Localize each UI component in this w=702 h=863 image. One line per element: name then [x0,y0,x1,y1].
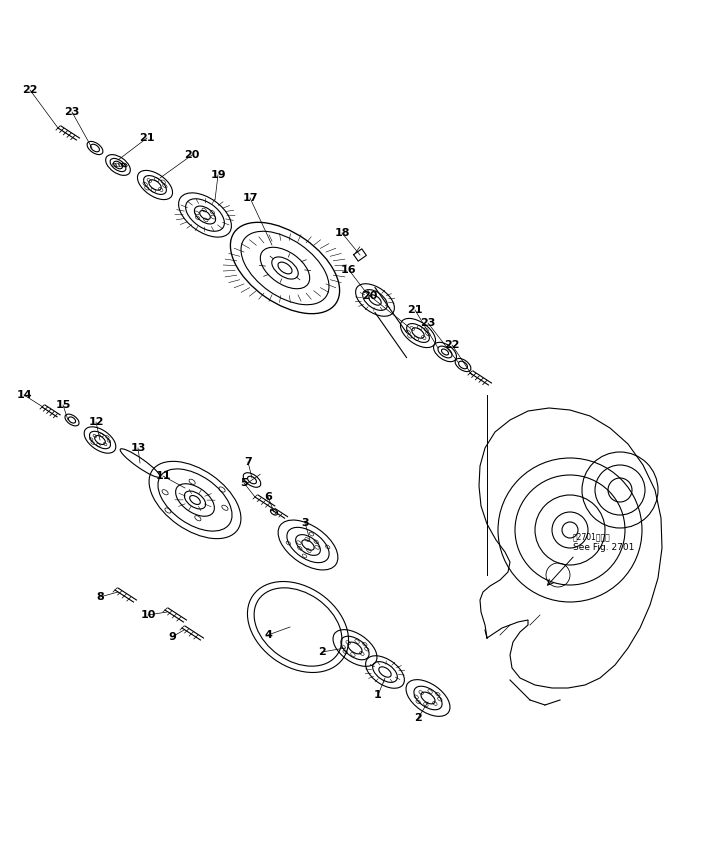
Text: 1: 1 [374,690,382,700]
Text: 7: 7 [244,457,252,467]
Text: 8: 8 [96,592,104,602]
Text: 9: 9 [168,632,176,642]
Text: 12: 12 [88,417,104,427]
Text: 16: 16 [341,265,357,275]
Text: 20: 20 [185,150,199,160]
Text: 2: 2 [318,647,326,657]
Text: 3: 3 [301,518,309,528]
Text: 18: 18 [334,228,350,238]
Text: 23: 23 [65,107,80,117]
Text: 11: 11 [155,471,171,481]
Text: 17: 17 [242,193,258,203]
Text: 21: 21 [407,305,423,315]
Text: 10: 10 [140,610,156,620]
Text: 22: 22 [444,340,460,350]
Text: 2: 2 [414,713,422,723]
Text: 第2701図参照: 第2701図参照 [573,532,611,541]
Text: 5: 5 [240,478,248,488]
Text: 22: 22 [22,85,38,95]
Text: 14: 14 [16,390,32,400]
Text: 13: 13 [131,443,146,453]
Text: 15: 15 [55,400,71,410]
Text: 4: 4 [264,630,272,640]
Text: 20: 20 [362,291,378,301]
Text: 21: 21 [139,133,154,143]
Text: 19: 19 [210,170,226,180]
Text: See Fig. 2701: See Fig. 2701 [573,544,635,552]
Text: 6: 6 [264,492,272,502]
Text: 23: 23 [420,318,436,328]
